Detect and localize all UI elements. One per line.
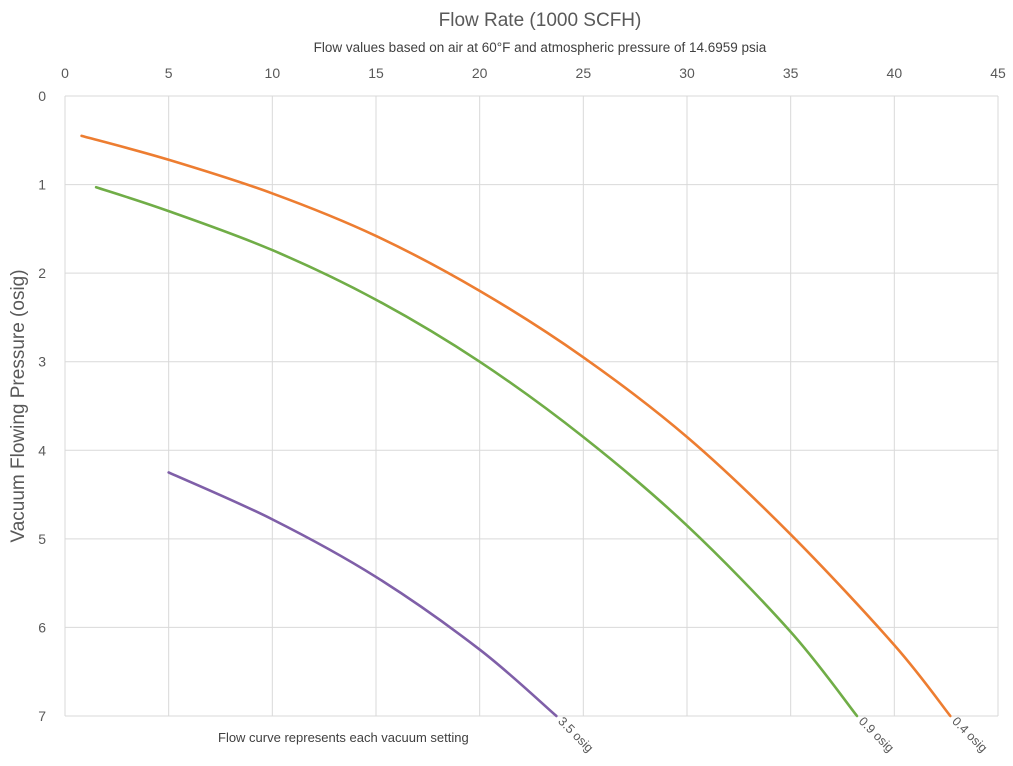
y-tick-label-4: 4 [38,442,46,458]
y-axis-label: Vacuum Flowing Pressure (osig) [8,269,29,542]
flow-curve-0 [80,134,952,718]
curve-labels: 0.4 osig 0.9 osig 3.5 osig [555,714,990,755]
x-tick-label-7: 35 [783,65,799,81]
curve-label-0: 0.4 osig [949,714,990,755]
x-tick-label-0: 0 [61,65,69,81]
y-tick-label-6: 6 [38,619,46,635]
curve-annotation: Flow curve represents each vacuum settin… [218,730,469,745]
grid-lines [64,95,999,717]
flow-curve-2 [167,471,558,718]
curve-label-1: 0.9 osig [856,714,897,755]
x-tick-label-4: 20 [472,65,488,81]
chart-subtitle: Flow values based on air at 60°F and atm… [314,40,767,55]
x-tick-labels: 0 5 10 15 20 25 30 35 40 45 [61,65,1006,81]
y-tick-label-2: 2 [38,265,46,281]
x-tick-label-8: 40 [887,65,903,81]
y-tick-label-1: 1 [38,177,46,193]
y-tick-label-5: 5 [38,531,46,547]
x-tick-label-6: 30 [679,65,695,81]
y-tick-label-3: 3 [38,354,46,370]
x-tick-label-5: 25 [576,65,592,81]
y-tick-labels: 0 1 2 3 4 5 6 7 [38,88,46,724]
x-tick-label-9: 45 [990,65,1006,81]
y-tick-label-0: 0 [38,88,46,104]
flow-curves [80,134,952,718]
x-tick-label-3: 15 [368,65,384,81]
curve-label-2: 3.5 osig [555,714,596,755]
x-tick-label-1: 5 [165,65,173,81]
flow-curve-1 [94,185,859,718]
chart-title: Flow Rate (1000 SCFH) [439,10,642,31]
y-tick-label-7: 7 [38,708,46,724]
x-tick-label-2: 10 [265,65,281,81]
